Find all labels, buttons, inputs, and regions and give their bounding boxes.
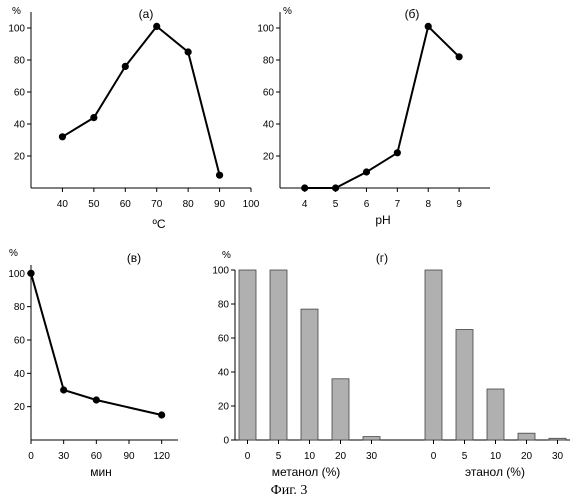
panel-b-data-point bbox=[301, 184, 308, 191]
panel-b-y-tick-label: 20 bbox=[263, 152, 275, 163]
panel-a-x-tick-label: 70 bbox=[151, 199, 163, 210]
panel-b-y-tick-label: 60 bbox=[263, 88, 275, 99]
panel-g-x-tick-label: 0 bbox=[245, 451, 251, 462]
panel-g-bar bbox=[456, 330, 473, 441]
panel-g-bar bbox=[270, 270, 287, 440]
panel-g-y-tick-label: 80 bbox=[218, 300, 230, 311]
panel-v-x-tick-label: 30 bbox=[58, 451, 70, 462]
panel-v-data-point bbox=[158, 411, 165, 418]
panel-g-x-tick-label: 10 bbox=[304, 451, 316, 462]
panel-b-y-tick-label: 40 bbox=[263, 120, 275, 131]
panel-a-x-tick-label: 90 bbox=[214, 199, 226, 210]
panel-g-y-tick-label: 100 bbox=[212, 266, 229, 277]
panel-b-x-tick-label: 6 bbox=[364, 199, 370, 210]
panel-g-x-tick-label: 5 bbox=[276, 451, 282, 462]
panel-g-bar bbox=[549, 438, 566, 440]
panel-a-data-point bbox=[153, 23, 160, 30]
panel-a-data-point bbox=[59, 133, 66, 140]
panel-v-y-tick-label: 60 bbox=[14, 336, 26, 347]
panel-v-chart: % (в) мин 20 40 60 80 100 0 30 60 90 120 bbox=[8, 248, 178, 479]
panel-b-y-tick-label: 100 bbox=[257, 24, 274, 35]
panel-g-label: (г) bbox=[376, 251, 388, 265]
panel-g-y-tick-label: 60 bbox=[218, 334, 230, 345]
panel-g-x-tick-label: 5 bbox=[462, 451, 468, 462]
panel-b-data-point bbox=[363, 168, 370, 175]
panel-v-y-tick-label: 40 bbox=[14, 369, 26, 380]
panel-b-x-tick-label: 7 bbox=[395, 199, 401, 210]
panel-b-y-tick-label: 80 bbox=[263, 56, 275, 67]
panel-v-ylabel: % bbox=[9, 248, 18, 259]
panel-v-data-point bbox=[27, 270, 34, 277]
panel-g-x-tick-label: 20 bbox=[335, 451, 347, 462]
panel-a-y-tick-label: 100 bbox=[8, 24, 25, 35]
panel-v-xlabel: мин bbox=[90, 465, 112, 479]
panel-b-x-tick-label: 8 bbox=[425, 199, 431, 210]
panel-b-data-point bbox=[425, 23, 432, 30]
panel-a-data-point bbox=[216, 172, 223, 179]
panel-v-label: (в) bbox=[127, 251, 141, 265]
panel-b-data-point bbox=[332, 184, 339, 191]
panel-g-bar bbox=[518, 433, 535, 440]
panel-b-series-line bbox=[305, 26, 459, 188]
panel-b-data-point bbox=[456, 53, 463, 60]
panel-b-chart: % (б) pH 20 40 60 80 100 4 5 6 7 8 9 bbox=[257, 6, 490, 227]
panel-a-data-point bbox=[122, 63, 129, 70]
panel-a-x-tick-label: 60 bbox=[120, 199, 132, 210]
panel-g-x-tick-label: 10 bbox=[490, 451, 502, 462]
panel-a-data-point bbox=[185, 48, 192, 55]
panel-v-series-line bbox=[31, 273, 162, 415]
panel-g-y-tick-label: 20 bbox=[218, 402, 230, 413]
panel-g-x-tick-label: 0 bbox=[431, 451, 437, 462]
panel-b-label: (б) bbox=[405, 7, 420, 21]
panel-g-x-tick-label: 30 bbox=[366, 451, 378, 462]
panel-g-bar bbox=[425, 270, 442, 440]
panel-v-y-tick-label: 20 bbox=[14, 402, 26, 413]
panel-a-x-tick-label: 80 bbox=[183, 199, 195, 210]
panel-a-x-tick-label: 40 bbox=[57, 199, 69, 210]
panel-a-label: (а) bbox=[139, 7, 154, 21]
panel-v-y-tick-label: 80 bbox=[14, 302, 26, 313]
panel-v-x-tick-label: 0 bbox=[28, 451, 34, 462]
panel-v-data-point bbox=[60, 386, 67, 393]
panel-b-x-tick-label: 9 bbox=[456, 199, 462, 210]
panel-g-y-tick-label: 0 bbox=[223, 436, 229, 447]
panel-g-chart: % (г) метанол (%) этанол (%) 0 20 40 60 80 10… bbox=[212, 250, 570, 479]
panel-b-data-point bbox=[394, 149, 401, 156]
panel-v-y-tick-label: 100 bbox=[8, 269, 25, 280]
panel-a-x-tick-label: 100 bbox=[243, 199, 260, 210]
panel-a-y-tick-label: 40 bbox=[14, 120, 26, 131]
panel-g-ylabel: % bbox=[222, 250, 231, 261]
panel-v-x-tick-label: 120 bbox=[153, 451, 170, 462]
panel-v-x-tick-label: 90 bbox=[123, 451, 135, 462]
panel-g-bar bbox=[332, 379, 349, 440]
panel-b-ylabel: % bbox=[283, 6, 292, 17]
panel-g-group-label-0: метанол (%) bbox=[272, 465, 341, 479]
panel-a-y-tick-label: 80 bbox=[14, 56, 26, 67]
panel-g-group-label-1: этанол (%) bbox=[465, 465, 525, 479]
panel-a-data-point bbox=[90, 114, 97, 121]
figure-caption: Фиг. 3 bbox=[271, 483, 308, 498]
panel-a-chart: % (а) ºC 20 40 60 80 100 40 50 60 70 80 90 100 bbox=[8, 6, 259, 231]
panel-g-x-tick-label: 20 bbox=[521, 451, 533, 462]
panel-a-xlabel: ºC bbox=[152, 217, 165, 231]
panel-g-y-tick-label: 40 bbox=[218, 368, 230, 379]
panel-b-x-tick-label: 4 bbox=[302, 199, 308, 210]
panel-a-y-tick-label: 20 bbox=[14, 152, 26, 163]
panel-g-bar bbox=[487, 389, 504, 440]
panel-v-x-tick-label: 60 bbox=[91, 451, 103, 462]
panel-a-series-line bbox=[62, 26, 219, 175]
panel-a-y-tick-label: 60 bbox=[14, 88, 26, 99]
panel-g-bar bbox=[363, 437, 380, 440]
panel-a-x-tick-label: 50 bbox=[88, 199, 100, 210]
panel-g-x-tick-label: 30 bbox=[552, 451, 564, 462]
panel-g-bar bbox=[301, 309, 318, 440]
panel-b-x-tick-label: 5 bbox=[333, 199, 339, 210]
panel-v-data-point bbox=[93, 396, 100, 403]
panel-a-ylabel: % bbox=[12, 6, 21, 17]
panel-b-xlabel: pH bbox=[375, 213, 390, 227]
panel-g-bar bbox=[239, 270, 256, 440]
